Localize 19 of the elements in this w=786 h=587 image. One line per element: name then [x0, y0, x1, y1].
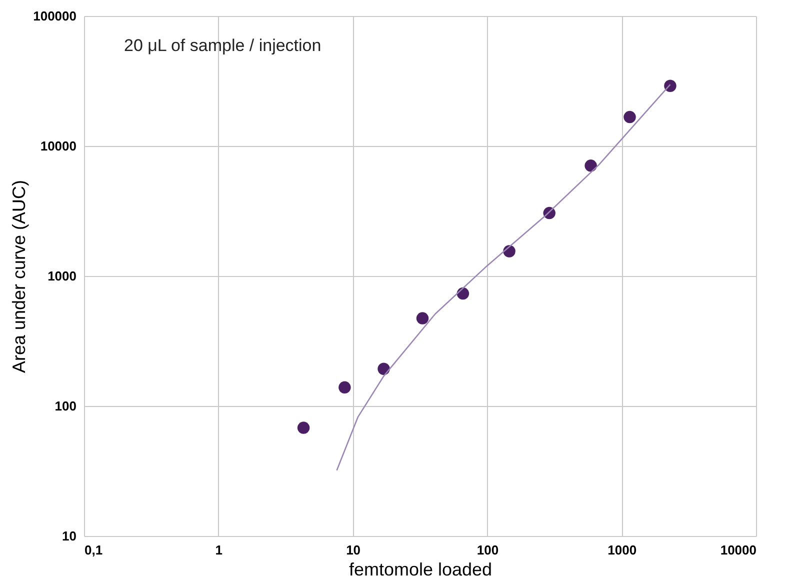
y-tick-label: 10000	[40, 138, 76, 154]
annotation: 20 μL of sample / injection	[124, 36, 322, 55]
point	[378, 362, 390, 375]
y-tick-label: 10	[62, 528, 76, 544]
x-tick-label: 1000	[608, 542, 637, 558]
x-tick-label: 0,1	[84, 542, 103, 558]
x-tick-label: 1	[215, 542, 223, 558]
point	[338, 381, 351, 394]
y-tick-label: 100	[54, 398, 76, 414]
y-axis-title: Area under curve (AUC)	[9, 180, 30, 374]
x-tick-label: 10	[346, 542, 361, 558]
y-tick-label: 100000	[33, 8, 76, 24]
point	[297, 422, 310, 434]
point	[624, 110, 636, 124]
x-tick-label: 10000	[720, 542, 756, 558]
x-tick-label: 100	[476, 542, 499, 558]
y-tick-label: 1000	[48, 268, 76, 284]
point	[664, 80, 676, 92]
x-axis-title: femtomole loaded	[348, 560, 492, 580]
